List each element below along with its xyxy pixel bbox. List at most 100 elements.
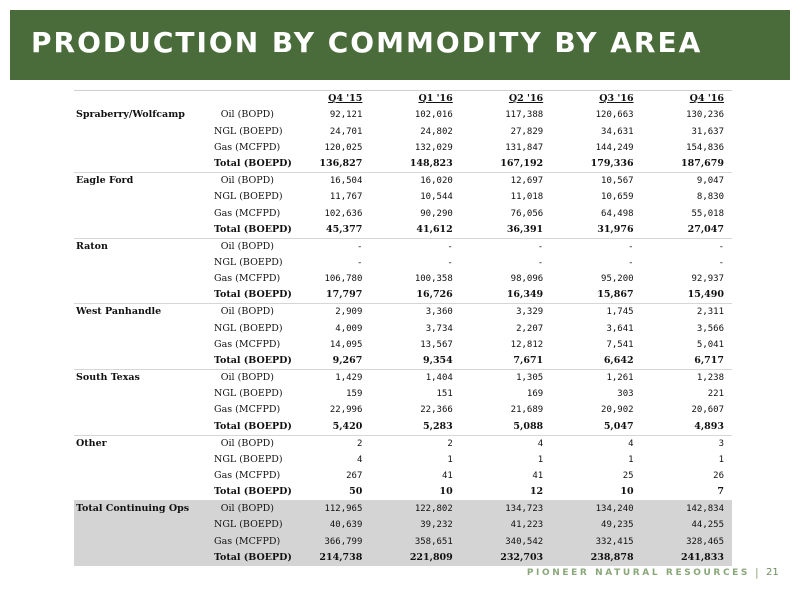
value-cell: 24,802 [420, 126, 453, 137]
table-row: NGL (BOEPD) 4,009 3,734 2,207 3,641 3,566 [74, 320, 732, 336]
total-row: Total (BOEPD) 50 10 12 10 7 [74, 484, 732, 502]
column-header-label: Q2 '16 [508, 93, 544, 105]
footer-separator: | [755, 566, 759, 579]
value-cell: 1,261 [606, 372, 634, 383]
table-row: South Texas Oil (BOPD) 1,429 1,404 1,305 1,26… [74, 369, 732, 386]
area-name: Raton [76, 240, 108, 252]
column-header-label: Q4 '16 [689, 93, 724, 105]
value-cell: 1,305 [516, 372, 544, 383]
value-cell: 3,360 [425, 307, 453, 318]
column-header-label: Q4 '15 [328, 93, 363, 105]
value-cell: 154,836 [686, 143, 724, 154]
value-cell: 31,976 [551, 221, 642, 239]
area-name: West Panhandle [76, 306, 162, 318]
value-cell: 2,207 [516, 323, 544, 334]
value-cell: 41,612 [370, 221, 461, 239]
value-cell: 4,893 [641, 418, 732, 436]
value-cell: 92,937 [691, 274, 724, 285]
table-row: West Panhandle Oil (BOPD) 2,909 3,360 3,329 1… [74, 304, 732, 321]
area-name: South Texas [76, 371, 140, 383]
value-cell: 179,336 [551, 156, 642, 174]
value-cell: 20,607 [691, 405, 724, 416]
metric-label: NGL (BOEPD) [214, 125, 283, 137]
metric-label: NGL (BOEPD) [214, 322, 283, 334]
column-header-label: Q3 '16 [599, 93, 634, 105]
value-cell: 10,544 [420, 192, 453, 203]
value-cell: 214,738 [280, 549, 371, 567]
total-row: Total (BOEPD) 17,797 16,726 16,349 15,867 15,… [74, 287, 732, 305]
value-cell: 12,697 [510, 176, 544, 187]
table-row: NGL (BOEPD) 24,701 24,802 27,829 34,631 31,63… [74, 124, 732, 140]
table-row: Gas (MCFPD) 14,095 13,567 12,812 7,541 5,041 [74, 337, 732, 353]
value-cell: 238,878 [551, 549, 642, 567]
value-cell: 328,465 [641, 533, 732, 550]
value-cell: 1 [718, 454, 724, 465]
value-cell: 9,354 [370, 352, 461, 370]
value-cell: 16,726 [370, 287, 461, 305]
value-cell: 232,703 [460, 549, 552, 567]
value-cell: 134,723 [460, 500, 552, 518]
value-cell: 221 [707, 389, 724, 400]
metric-label: NGL (BOEPD) [214, 191, 283, 203]
value-cell: 44,255 [641, 517, 732, 534]
value-cell: 187,679 [641, 156, 732, 174]
column-header: Q1 '16 [370, 91, 460, 107]
table-row: NGL (BOEPD) 40,639 39,232 41,223 49,235 44,25… [74, 517, 732, 534]
value-cell: 100,358 [414, 274, 453, 285]
metric-label: Oil (BOPD) [220, 175, 274, 187]
value-cell: - [447, 257, 453, 268]
value-cell: 10,659 [601, 192, 634, 203]
value-cell: 11,018 [510, 192, 544, 203]
area-name [74, 452, 214, 468]
value-cell: - [537, 241, 544, 252]
value-cell: 5,420 [280, 418, 371, 436]
footer-brand: PIONEER NATURAL RESOURCES [526, 568, 750, 578]
value-cell: 131,847 [505, 143, 544, 154]
metric-label: Oil (BOPD) [220, 371, 274, 383]
value-cell: 169 [526, 389, 544, 400]
value-cell: 106,780 [324, 274, 363, 285]
metric-label: Total (BOEPD) [214, 156, 292, 174]
value-cell: 7 [641, 484, 732, 502]
value-cell: 41 [441, 471, 453, 481]
value-cell: 358,651 [370, 533, 461, 550]
area-name [74, 402, 214, 418]
value-cell: 2,909 [335, 307, 363, 318]
total-row: Total (BOEPD) 214,738 221,809 232,703 238,87… [74, 549, 732, 567]
column-header: Q3 '16 [551, 91, 641, 107]
value-cell: 332,415 [551, 533, 642, 550]
value-cell: 45,377 [280, 221, 371, 239]
value-cell: 16,349 [460, 287, 552, 305]
value-cell: 4 [356, 454, 363, 465]
table-row: Spraberry/Wolfcamp Oil (BOPD) 92,121 102,01… [74, 107, 732, 123]
value-cell: 10 [551, 484, 642, 502]
value-cell: 98,096 [510, 274, 544, 285]
value-cell: - [718, 257, 724, 268]
metric-label: Total (BOEPD) [214, 418, 292, 436]
value-cell: - [537, 257, 544, 268]
value-cell: 41,223 [460, 517, 552, 534]
page-title: PRODUCTION BY COMMODITY BY AREA [31, 26, 703, 59]
production-table: Q4 '15 Q1 '16 Q2 '16 Q3 '16 Q4 '16 Sprab… [74, 91, 732, 567]
value-cell: 64,498 [601, 208, 634, 219]
table-row: Eagle Ford Oil (BOPD) 16,504 16,020 12,697 10… [74, 173, 732, 190]
value-cell: 17,797 [280, 287, 371, 305]
value-cell: 120,663 [595, 110, 634, 121]
table-row: NGL (BOEPD) 4 1 1 1 1 [74, 452, 732, 468]
metric-label: NGL (BOEPD) [214, 453, 283, 465]
area-group: Spraberry/Wolfcamp Oil (BOPD) 92,121 102,01… [74, 107, 732, 174]
metric-label: Oil (BOPD) [220, 306, 274, 318]
value-cell: 132,029 [414, 143, 453, 154]
metric-label: Oil (BOPD) [220, 240, 274, 252]
value-cell: 24,701 [329, 126, 363, 137]
value-cell: 5,047 [551, 418, 642, 436]
table-row: NGL (BOEPD) - - - - - [74, 255, 732, 271]
value-cell: 2 [356, 438, 363, 449]
value-cell: 34,631 [601, 126, 634, 137]
value-cell: 7,671 [460, 352, 552, 370]
table-row: Other Oil (BOPD) 2 2 4 4 3 [74, 435, 732, 452]
value-cell: 221,809 [370, 549, 461, 567]
table-row: Gas (MCFPD) 267 41 41 25 26 [74, 468, 732, 484]
area-name: Total Continuing Ops [74, 500, 214, 518]
value-cell: 1,429 [335, 372, 363, 383]
